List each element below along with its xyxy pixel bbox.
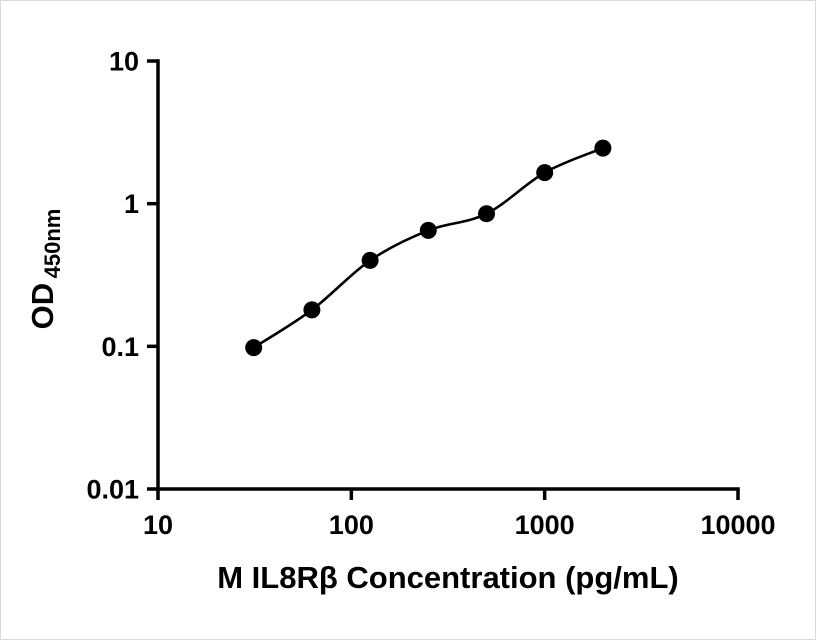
y-tick-label: 10: [109, 46, 139, 76]
y-axis-title-main: OD: [25, 283, 60, 330]
x-tick-label: 1000: [515, 510, 575, 540]
plot-layer: 0.01 0.1 1 10 10 100 1000 10000: [86, 46, 775, 540]
data-point: [303, 301, 321, 319]
data-point: [419, 221, 437, 239]
y-tick-label: 1: [124, 189, 139, 219]
data-point: [594, 139, 612, 157]
y-tick-label: 0.1: [101, 332, 139, 362]
data-point: [478, 205, 495, 223]
y-axis-title: OD 450nm: [25, 209, 65, 330]
x-axis-title: M IL8Rβ Concentration (pg/mL): [217, 560, 679, 595]
data-point: [245, 339, 263, 357]
data-point: [361, 251, 379, 269]
x-tick-label: 10000: [700, 510, 775, 540]
y-axis-title-sub: 450nm: [40, 209, 65, 279]
data-point: [536, 164, 554, 182]
x-tick-label: 100: [329, 510, 374, 540]
x-tick-label: 10: [143, 510, 173, 540]
y-tick-label: 0.01: [86, 474, 139, 504]
